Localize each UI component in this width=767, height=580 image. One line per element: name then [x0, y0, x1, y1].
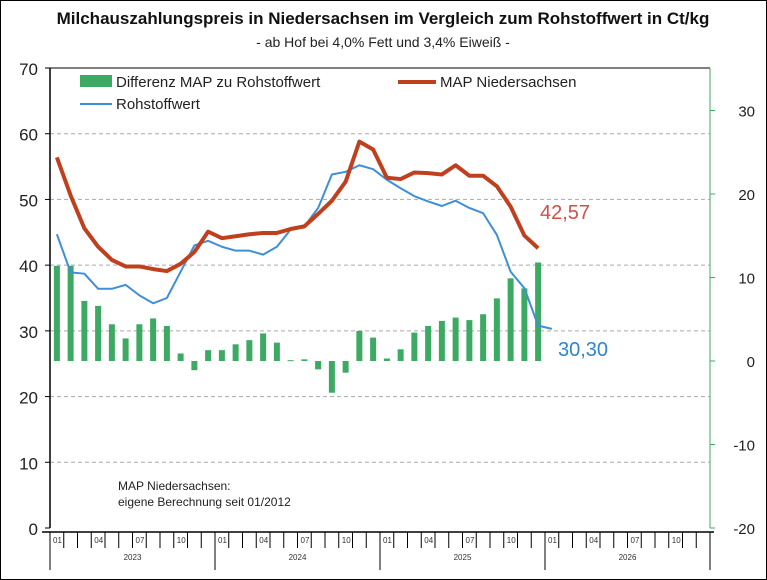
gridlines: [50, 133, 710, 463]
left-tick-label: 70: [19, 60, 38, 79]
bar-differenz: [535, 262, 542, 361]
bar-differenz: [466, 320, 473, 361]
line-rohstoffwert: [55, 164, 553, 330]
bar-differenz: [246, 340, 253, 361]
chart-title: Milchauszahlungspreis in Niedersachsen i…: [57, 9, 710, 28]
lines: [54, 139, 553, 330]
month-tick-label: 01: [218, 536, 227, 545]
bar-differenz: [163, 325, 170, 361]
month-tick-label: 07: [631, 536, 640, 545]
left-tick-label: 50: [19, 191, 38, 210]
bar-differenz: [205, 350, 212, 361]
month-tick-label: 04: [424, 536, 433, 545]
left-tick-label: 60: [19, 126, 38, 145]
bars-differenz: [53, 262, 542, 393]
month-tick-label: 07: [136, 536, 145, 545]
right-tick-label: 10: [738, 271, 755, 288]
month-tick-label: 01: [548, 536, 557, 545]
right-tick-label: 0: [747, 354, 755, 371]
legend-label-rohstoffwert: Rohstoffwert: [116, 96, 201, 113]
chart-subtitle: - ab Hof bei 4,0% Fett und 3,4% Eiweiß -: [256, 34, 510, 50]
bar-differenz: [287, 360, 294, 362]
left-tick-label: 0: [29, 520, 38, 539]
end-label-rohstoffwert: 30,30: [558, 339, 608, 361]
bar-differenz: [370, 337, 377, 361]
bar-differenz: [218, 350, 225, 361]
legend-label-map: MAP Niedersachsen: [440, 74, 576, 91]
month-tick-label: 04: [94, 536, 103, 545]
legend: Differenz MAP zu Rohstoffwert MAP Nieder…: [80, 74, 576, 113]
left-tick-label: 40: [19, 257, 38, 276]
month-tick-label: 07: [301, 536, 310, 545]
year-label: 2023: [124, 553, 142, 562]
bar-differenz: [191, 361, 198, 371]
bar-differenz: [328, 361, 335, 393]
legend-label-differenz: Differenz MAP zu Rohstoffwert: [116, 74, 321, 91]
note-line-2: eigene Berechnung seit 01/2012: [118, 495, 291, 509]
bar-differenz: [397, 349, 404, 361]
year-label: 2026: [619, 553, 637, 562]
bar-differenz: [480, 314, 487, 361]
note-line-1: MAP Niedersachsen:: [118, 479, 231, 493]
left-tick-label: 20: [19, 389, 38, 408]
bar-differenz: [260, 333, 267, 361]
month-tick-label: 10: [672, 536, 681, 545]
bar-differenz: [150, 318, 157, 361]
bar-differenz: [81, 300, 88, 361]
bar-differenz: [108, 324, 115, 361]
right-tick-label: -10: [733, 438, 755, 455]
month-tick-label: 04: [589, 536, 598, 545]
year-label: 2024: [289, 553, 307, 562]
bar-differenz: [122, 338, 129, 361]
left-tick-label: 30: [19, 323, 38, 342]
bar-differenz: [383, 358, 390, 361]
bar-differenz: [493, 298, 500, 361]
month-tick-label: 10: [342, 536, 351, 545]
end-label-map: 42,57: [540, 202, 590, 224]
bar-differenz: [315, 361, 322, 370]
month-tick-label: 07: [466, 536, 475, 545]
year-label: 2025: [454, 553, 472, 562]
month-tick-label: 04: [259, 536, 268, 545]
bar-differenz: [53, 265, 60, 361]
line-map: [54, 139, 540, 274]
right-tick-label: 30: [738, 104, 755, 121]
bar-differenz: [301, 359, 308, 361]
bar-differenz: [67, 265, 74, 361]
bar-differenz: [273, 342, 280, 361]
bar-differenz: [356, 330, 363, 361]
month-tick-label: 01: [383, 536, 392, 545]
month-tick-label: 01: [53, 536, 62, 545]
bar-differenz: [177, 353, 184, 361]
bar-differenz: [438, 320, 445, 361]
bar-differenz: [95, 305, 102, 361]
bar-differenz: [136, 324, 143, 361]
bar-differenz: [232, 344, 239, 361]
legend-swatch-differenz: [80, 75, 112, 87]
bar-differenz: [521, 288, 528, 361]
bar-differenz: [425, 325, 432, 361]
bar-differenz: [411, 332, 418, 361]
bar-differenz: [342, 361, 349, 373]
left-tick-label: 10: [19, 454, 38, 473]
right-tick-label: 20: [738, 187, 755, 204]
right-tick-label: -20: [733, 521, 755, 538]
month-tick-label: 10: [507, 536, 516, 545]
bar-differenz: [452, 317, 459, 361]
bar-differenz: [507, 278, 514, 361]
month-tick-label: 10: [177, 536, 186, 545]
